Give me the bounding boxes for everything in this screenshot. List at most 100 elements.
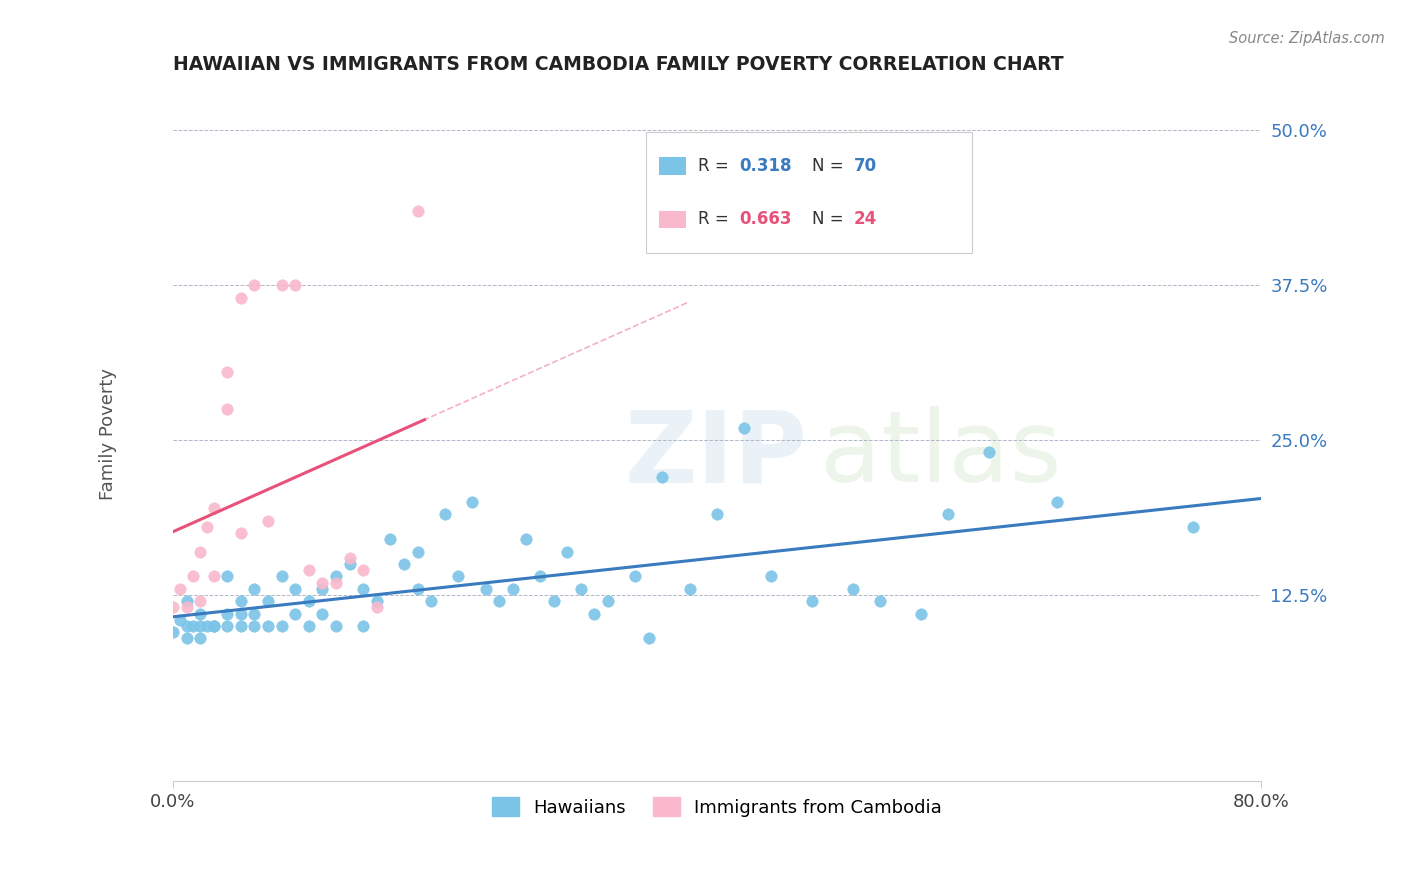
Point [202, 569, 225, 583]
Point [406, 203, 429, 218]
Point [596, 594, 619, 608]
Text: HAWAIIAN VS IMMIGRANTS FROM CAMBODIA FAMILY POVERTY CORRELATION CHART: HAWAIIAN VS IMMIGRANTS FROM CAMBODIA FAM… [173, 55, 1063, 74]
Point [243, 278, 266, 293]
Text: N =: N = [813, 157, 849, 175]
Text: Source: ZipAtlas.com: Source: ZipAtlas.com [1229, 31, 1385, 46]
Point [380, 533, 402, 547]
Point [637, 632, 659, 646]
Point [284, 278, 307, 293]
Point [243, 607, 266, 621]
Point [229, 526, 252, 541]
Point [217, 607, 239, 621]
FancyBboxPatch shape [659, 157, 686, 175]
Legend: Hawaiians, Immigrants from Cambodia: Hawaiians, Immigrants from Cambodia [484, 790, 949, 824]
FancyBboxPatch shape [659, 211, 686, 228]
Point [298, 619, 321, 633]
Point [176, 594, 198, 608]
Point [162, 625, 184, 640]
Point [759, 569, 782, 583]
Point [176, 632, 198, 646]
Point [181, 569, 204, 583]
Point [555, 544, 578, 558]
Point [706, 508, 728, 522]
Text: atlas: atlas [820, 406, 1062, 503]
Point [325, 569, 347, 583]
Point [583, 607, 606, 621]
Point [366, 600, 388, 615]
Point [169, 613, 191, 627]
Point [257, 619, 280, 633]
Point [352, 582, 374, 596]
Point [339, 557, 361, 571]
Point [474, 582, 496, 596]
Point [181, 619, 204, 633]
Point [229, 607, 252, 621]
Point [977, 445, 1000, 459]
Text: R =: R = [699, 211, 734, 228]
Point [188, 632, 211, 646]
Point [488, 594, 510, 608]
Point [298, 563, 321, 577]
Point [202, 619, 225, 633]
Point [188, 607, 211, 621]
Point [202, 501, 225, 516]
Point [406, 544, 429, 558]
Point [447, 569, 470, 583]
Point [169, 582, 191, 596]
Point [311, 575, 333, 590]
Point [202, 619, 225, 633]
Point [270, 569, 292, 583]
Point [217, 619, 239, 633]
Point [217, 402, 239, 417]
Point [311, 607, 333, 621]
Point [869, 594, 891, 608]
Point [624, 569, 647, 583]
Point [257, 514, 280, 528]
Point [352, 563, 374, 577]
Point [433, 508, 456, 522]
Point [1181, 520, 1204, 534]
Point [678, 582, 700, 596]
Point [270, 278, 292, 293]
Point [841, 582, 863, 596]
Point [502, 582, 524, 596]
Text: 0.318: 0.318 [740, 157, 792, 175]
Point [800, 594, 823, 608]
Point [733, 420, 755, 434]
Point [325, 619, 347, 633]
Point [243, 619, 266, 633]
Point [176, 619, 198, 633]
Point [311, 582, 333, 596]
Point [392, 557, 415, 571]
Point [195, 619, 218, 633]
Y-axis label: Family Poverty: Family Poverty [100, 368, 117, 500]
Point [366, 594, 388, 608]
Point [284, 607, 307, 621]
Text: ZIP: ZIP [624, 406, 807, 503]
Point [339, 550, 361, 565]
Text: 0.663: 0.663 [740, 211, 792, 228]
Point [651, 470, 673, 484]
Point [162, 600, 184, 615]
Point [257, 594, 280, 608]
Point [298, 594, 321, 608]
Point [406, 582, 429, 596]
Text: R =: R = [699, 157, 734, 175]
Point [420, 594, 443, 608]
Point [325, 575, 347, 590]
Point [936, 508, 959, 522]
Point [188, 544, 211, 558]
Point [1046, 495, 1069, 509]
Point [217, 569, 239, 583]
Point [188, 594, 211, 608]
Point [515, 533, 537, 547]
Point [243, 582, 266, 596]
Point [543, 594, 565, 608]
Point [529, 569, 551, 583]
Point [188, 619, 211, 633]
Point [284, 582, 307, 596]
Point [229, 619, 252, 633]
Point [569, 582, 592, 596]
Point [229, 594, 252, 608]
Point [229, 291, 252, 305]
